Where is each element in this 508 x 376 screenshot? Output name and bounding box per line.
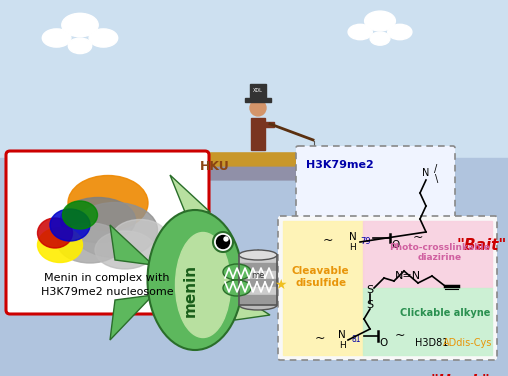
Bar: [239, 279, 277, 288]
Ellipse shape: [370, 32, 390, 45]
Text: ~: ~: [323, 233, 333, 247]
Polygon shape: [110, 295, 153, 340]
Polygon shape: [110, 225, 153, 265]
Text: "Bait": "Bait": [457, 238, 507, 253]
Text: 81: 81: [351, 335, 361, 344]
Bar: [239, 255, 277, 305]
Ellipse shape: [42, 29, 71, 47]
Text: N: N: [422, 168, 430, 178]
Ellipse shape: [68, 38, 92, 54]
Polygon shape: [150, 158, 310, 180]
Bar: [245, 98, 271, 102]
Bar: [262, 122, 274, 127]
Text: me: me: [251, 270, 265, 279]
Text: Cleavable
disulfide: Cleavable disulfide: [292, 266, 350, 288]
Text: H3K79me2: H3K79me2: [306, 160, 374, 170]
Text: /: /: [434, 164, 437, 174]
Ellipse shape: [224, 237, 228, 241]
Ellipse shape: [239, 300, 277, 310]
Bar: [239, 271, 277, 280]
Text: N: N: [338, 330, 346, 340]
Text: menin: menin: [182, 264, 198, 317]
Text: S: S: [366, 285, 373, 295]
Text: N: N: [349, 232, 357, 242]
Ellipse shape: [147, 210, 242, 350]
Text: H: H: [350, 243, 357, 252]
Ellipse shape: [239, 250, 277, 260]
Bar: [250, 84, 266, 98]
Text: XDL: XDL: [253, 88, 263, 93]
Bar: [363, 288, 492, 355]
Ellipse shape: [89, 29, 118, 47]
Bar: [283, 221, 363, 355]
Text: S: S: [366, 300, 373, 310]
Ellipse shape: [73, 203, 157, 258]
Text: ★: ★: [274, 278, 286, 292]
Text: HKU: HKU: [200, 160, 230, 173]
Ellipse shape: [250, 100, 266, 116]
Ellipse shape: [348, 24, 372, 40]
Ellipse shape: [38, 227, 82, 262]
Ellipse shape: [57, 223, 122, 263]
Ellipse shape: [365, 11, 395, 31]
Text: O: O: [379, 338, 387, 348]
Ellipse shape: [112, 220, 168, 255]
Ellipse shape: [213, 232, 233, 252]
Ellipse shape: [216, 235, 230, 249]
Bar: [363, 221, 492, 288]
Ellipse shape: [95, 231, 155, 269]
Ellipse shape: [60, 197, 136, 243]
Text: H: H: [339, 341, 345, 350]
Text: ~: ~: [395, 329, 405, 341]
Text: Menin in complex with: Menin in complex with: [44, 273, 170, 283]
Bar: [239, 295, 277, 304]
Ellipse shape: [223, 264, 251, 280]
FancyBboxPatch shape: [6, 151, 209, 314]
Polygon shape: [170, 175, 210, 212]
Text: ADdis-Cys: ADdis-Cys: [443, 338, 492, 348]
Text: O: O: [392, 240, 400, 250]
Text: N=N: N=N: [395, 271, 421, 281]
Text: 79: 79: [361, 238, 371, 247]
Ellipse shape: [388, 24, 412, 40]
Text: ~: ~: [315, 332, 325, 344]
Bar: [239, 287, 277, 296]
Polygon shape: [230, 290, 270, 320]
Ellipse shape: [223, 280, 251, 296]
FancyBboxPatch shape: [278, 216, 497, 360]
Ellipse shape: [50, 209, 90, 241]
Bar: [239, 263, 277, 272]
Bar: [239, 255, 277, 264]
Text: ~: ~: [412, 230, 423, 244]
Ellipse shape: [62, 13, 98, 37]
Text: H3D81: H3D81: [415, 338, 449, 348]
Text: \: \: [435, 174, 438, 184]
Ellipse shape: [175, 232, 231, 338]
Text: Clickable alkyne: Clickable alkyne: [400, 308, 490, 318]
Bar: [0, 0, 508, 158]
Bar: [251, 118, 265, 150]
Ellipse shape: [38, 218, 73, 248]
FancyBboxPatch shape: [296, 146, 455, 270]
Ellipse shape: [68, 176, 148, 230]
Polygon shape: [155, 153, 308, 166]
Text: Photo-crosslinkable
diazirine: Photo-crosslinkable diazirine: [390, 243, 490, 262]
Ellipse shape: [62, 201, 98, 229]
Text: "Hook": "Hook": [430, 374, 490, 376]
Bar: [0, 158, 508, 376]
Text: H3K79me2 nucleosome: H3K79me2 nucleosome: [41, 287, 173, 297]
